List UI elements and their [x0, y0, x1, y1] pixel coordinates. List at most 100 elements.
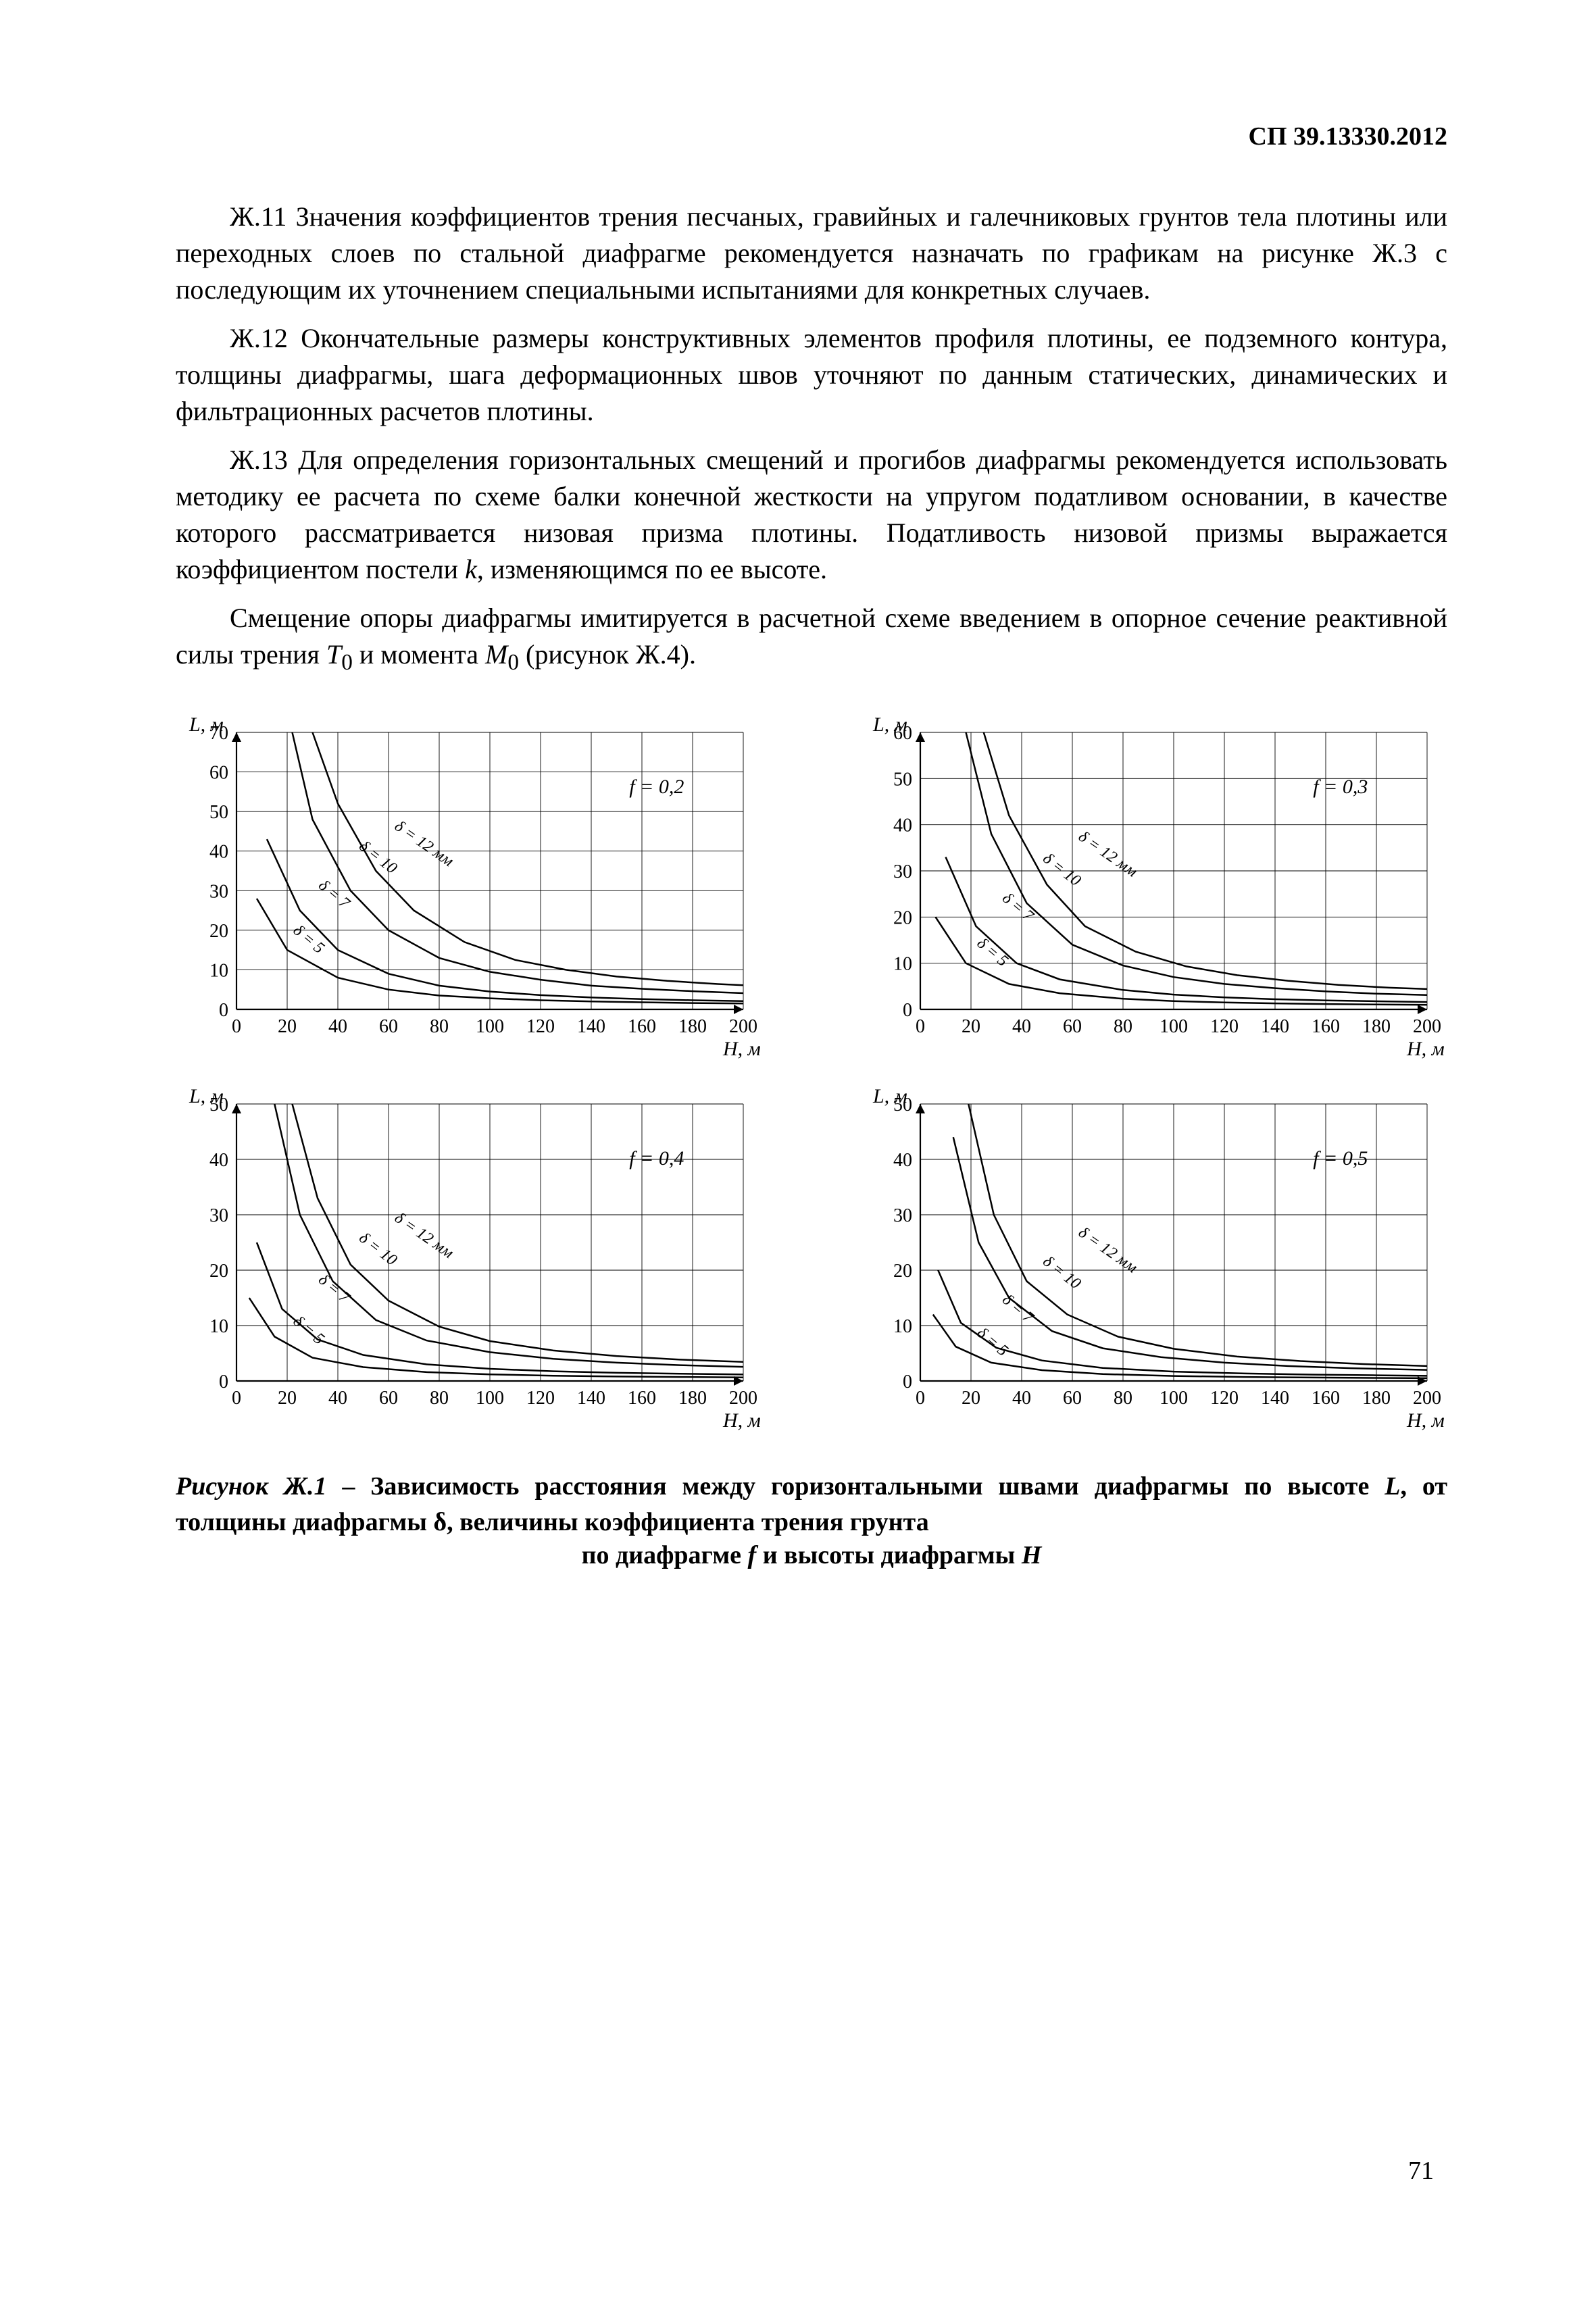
svg-text:δ = 7: δ = 7 — [999, 1291, 1037, 1328]
svg-text:30: 30 — [209, 881, 228, 902]
svg-text:H, м: H, м — [1406, 1409, 1445, 1432]
svg-text:120: 120 — [526, 1016, 555, 1037]
svg-text:180: 180 — [678, 1016, 707, 1037]
p4-text-end: (рисунок Ж.4). — [519, 639, 696, 670]
svg-text:δ = 10: δ = 10 — [1039, 1253, 1084, 1292]
svg-text:120: 120 — [526, 1388, 555, 1409]
para-shift: Смещение опоры диафрагмы имитируется в р… — [176, 600, 1447, 678]
svg-text:δ = 12 мм: δ = 12 мм — [391, 1209, 457, 1262]
svg-text:40: 40 — [893, 1150, 912, 1171]
svg-text:10: 10 — [209, 1316, 228, 1337]
svg-text:f = 0,3: f = 0,3 — [1313, 776, 1368, 798]
svg-text:60: 60 — [379, 1388, 398, 1409]
svg-text:60: 60 — [1063, 1388, 1082, 1409]
chart-f04: 02040608010012014016018020001020304050δ … — [176, 1084, 764, 1435]
svg-text:100: 100 — [476, 1016, 504, 1037]
svg-text:H, м: H, м — [722, 1409, 761, 1432]
svg-text:0: 0 — [219, 1372, 228, 1392]
svg-text:20: 20 — [962, 1016, 980, 1037]
svg-text:100: 100 — [1159, 1388, 1188, 1409]
figure-caption-line2: по диафрагме f и высоты диафрагмы H — [176, 1540, 1447, 1570]
svg-text:100: 100 — [1159, 1016, 1188, 1037]
svg-text:δ = 12 мм: δ = 12 мм — [1075, 1224, 1141, 1277]
svg-text:80: 80 — [430, 1388, 449, 1409]
caption-2b: и высоты диафрагмы — [756, 1541, 1022, 1569]
svg-text:140: 140 — [577, 1016, 605, 1037]
svg-text:0: 0 — [916, 1016, 925, 1037]
svg-text:L, м: L, м — [189, 713, 224, 736]
svg-text:L, м: L, м — [872, 713, 907, 736]
svg-text:H, м: H, м — [722, 1038, 761, 1060]
svg-text:40: 40 — [209, 1150, 228, 1171]
p4-var-M: M — [485, 639, 507, 670]
p3-var-k: k — [465, 554, 477, 584]
svg-text:20: 20 — [278, 1388, 297, 1409]
svg-text:10: 10 — [893, 1316, 912, 1337]
svg-text:20: 20 — [893, 907, 912, 928]
caption-H: H — [1022, 1541, 1042, 1569]
svg-text:0: 0 — [903, 1000, 912, 1021]
svg-text:40: 40 — [209, 842, 228, 863]
chart-f03: 0204060801001201401601802000102030405060… — [859, 712, 1447, 1063]
figure-caption: Рисунок Ж.1 – Зависимость расстояния меж… — [176, 1469, 1447, 1540]
svg-text:f = 0,5: f = 0,5 — [1313, 1147, 1368, 1169]
p4-sub-T0: 0 — [341, 650, 353, 675]
svg-text:f = 0,2: f = 0,2 — [629, 776, 684, 798]
svg-text:δ = 5: δ = 5 — [974, 934, 1012, 970]
p4-sub-M0: 0 — [507, 650, 519, 675]
caption-line1: Зависимость расстояния между горизонталь… — [370, 1472, 1385, 1501]
svg-text:δ = 5: δ = 5 — [290, 922, 328, 957]
svg-text:δ = 12 мм: δ = 12 мм — [391, 818, 457, 871]
svg-text:δ = 7: δ = 7 — [315, 1271, 353, 1307]
svg-text:L, м: L, м — [189, 1085, 224, 1107]
caption-f: f — [748, 1541, 757, 1569]
svg-text:δ = 10: δ = 10 — [355, 837, 400, 877]
svg-text:20: 20 — [278, 1016, 297, 1037]
svg-text:40: 40 — [328, 1016, 347, 1037]
svg-text:δ = 10: δ = 10 — [355, 1229, 400, 1269]
para-zh13: Ж.13 Для определения горизонтальных смещ… — [176, 442, 1447, 588]
svg-text:20: 20 — [209, 921, 228, 942]
svg-text:L, м: L, м — [872, 1085, 907, 1107]
svg-text:50: 50 — [209, 802, 228, 823]
chart-f05: 02040608010012014016018020001020304050δ … — [859, 1084, 1447, 1435]
svg-text:140: 140 — [1261, 1388, 1289, 1409]
svg-text:30: 30 — [893, 861, 912, 882]
svg-text:140: 140 — [1261, 1016, 1289, 1037]
svg-text:δ = 7: δ = 7 — [999, 889, 1037, 926]
svg-text:160: 160 — [1312, 1016, 1340, 1037]
p4-text-mid: и момента — [353, 639, 485, 670]
svg-text:30: 30 — [893, 1205, 912, 1226]
svg-text:140: 140 — [577, 1388, 605, 1409]
doc-header: СП 39.13330.2012 — [176, 122, 1447, 151]
svg-text:0: 0 — [219, 1000, 228, 1021]
svg-text:10: 10 — [893, 954, 912, 975]
figure-zh1: 0204060801001201401601802000102030405060… — [176, 712, 1447, 1570]
svg-text:0: 0 — [903, 1372, 912, 1392]
svg-text:50: 50 — [893, 769, 912, 790]
svg-text:160: 160 — [1312, 1388, 1340, 1409]
svg-text:100: 100 — [476, 1388, 504, 1409]
svg-text:δ = 5: δ = 5 — [974, 1324, 1012, 1360]
p4-var-T: T — [326, 639, 341, 670]
svg-text:δ = 5: δ = 5 — [290, 1313, 328, 1349]
svg-text:120: 120 — [1210, 1388, 1239, 1409]
svg-text:40: 40 — [1012, 1016, 1031, 1037]
svg-text:180: 180 — [678, 1388, 707, 1409]
para-zh12: Ж.12 Окончательные размеры конструктивны… — [176, 320, 1447, 430]
svg-text:200: 200 — [1413, 1388, 1441, 1409]
svg-text:200: 200 — [729, 1016, 757, 1037]
svg-text:40: 40 — [893, 815, 912, 836]
svg-text:0: 0 — [916, 1388, 925, 1409]
page-number: 71 — [1408, 2156, 1434, 2186]
svg-text:120: 120 — [1210, 1016, 1239, 1037]
svg-text:80: 80 — [1114, 1388, 1132, 1409]
svg-text:0: 0 — [232, 1388, 241, 1409]
svg-text:80: 80 — [1114, 1016, 1132, 1037]
svg-text:160: 160 — [628, 1388, 656, 1409]
svg-text:200: 200 — [1413, 1016, 1441, 1037]
svg-text:δ = 7: δ = 7 — [315, 876, 353, 913]
svg-text:20: 20 — [209, 1261, 228, 1282]
p3-text-b: , изменяющимся по ее высоте. — [477, 554, 827, 584]
svg-text:f = 0,4: f = 0,4 — [629, 1147, 684, 1169]
